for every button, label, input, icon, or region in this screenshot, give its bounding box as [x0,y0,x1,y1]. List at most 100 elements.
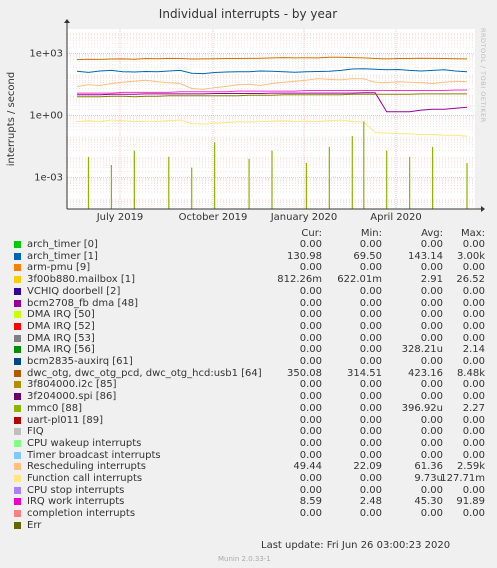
legend-value-min: 0.00 [359,437,382,449]
legend-swatch [14,287,21,295]
series-line [77,89,467,94]
legend-value-avg: 0.00 [420,262,443,274]
legend-swatch [14,428,21,436]
legend-swatch [14,510,21,518]
legend-label: DMA IRQ [53] [27,332,95,344]
legend-swatch [14,299,21,307]
legend-value-avg: 423.16 [408,367,443,379]
legend-swatch [14,252,21,260]
legend-value-min: 622.01m [337,274,382,286]
legend-label: 3f00b880.mailbox [1] [27,274,136,286]
legend-value-cur: 0.00 [299,414,322,426]
legend-swatch [14,276,21,284]
legend-header-avg: Avg: [421,228,443,239]
legend-row: bcm2835-auxirq [61] 0.00 0.00 0.00 0.00 [0,356,497,368]
legend-value-avg: 45.30 [414,496,443,508]
legend-row: DMA IRQ [52] 0.00 0.00 0.00 0.00 [0,321,497,333]
legend-value-max: 3.00k [456,250,485,262]
legend-value-avg: 328.21u [401,344,443,356]
legend-value-max: 0.00 [462,484,485,496]
legend-value-min: 0.00 [359,320,382,332]
legend-value-cur: 0.00 [299,262,322,274]
legend-value-cur: 0.00 [299,391,322,403]
legend-label: bcm2708_fb dma [48] [27,297,139,309]
legend-value-min: 22.09 [353,461,382,473]
munin-version: Munin 2.0.33-1 [218,555,271,563]
legend-value-cur: 812.26m [277,274,322,286]
legend-value-min: 0.00 [359,262,382,274]
legend-label: FIQ [27,426,44,438]
legend-row: DMA IRQ [56] 0.00 0.00 328.21u 2.14 [0,344,497,356]
x-tick-label: January 2020 [270,212,338,223]
legend-swatch [14,264,21,272]
legend-value-max: 0.00 [462,262,485,274]
legend-label: DMA IRQ [50] [27,309,95,321]
y-axis-arrow [64,19,70,23]
series-line [77,92,468,113]
legend-value-cur: 0.00 [299,332,322,344]
legend-value-avg: 0.00 [420,239,443,250]
legend-swatch [14,311,21,319]
legend-value-max: 0.00 [462,356,485,367]
legend-value-min: 0.00 [359,473,382,484]
legend-value-cur: 130.98 [287,250,322,262]
legend-row: arch_timer [0] 0.00 0.00 0.00 0.00 [0,239,497,251]
legend-value-avg: 0.00 [420,297,443,309]
legend-value-avg: 0.00 [420,309,443,321]
series-line [76,68,468,75]
legend-swatch [14,475,21,482]
legend-value-max: 8.48k [456,367,485,379]
legend-value-cur: 8.59 [299,496,322,508]
legend-value-max: 0.00 [462,449,485,461]
legend-label: Err [27,519,42,531]
legend-value-max: 0.00 [462,508,485,520]
legend-swatch [14,381,21,389]
legend-swatch [14,358,21,365]
legend-value-cur: 49.44 [293,461,322,473]
legend-value-avg: 0.00 [420,285,443,297]
legend-row: DMA IRQ [53] 0.00 0.00 0.00 0.00 [0,333,497,345]
rrdtool-credit: RRDTOOL / TOBI OETIKER [479,28,487,123]
legend-value-max: 0.00 [462,320,485,332]
series-line [76,78,468,90]
legend-value-min: 0.00 [359,449,382,461]
legend-value-max: 127.71m [440,473,485,484]
legend-value-max: 26.52 [456,274,485,286]
legend-swatch [14,334,21,342]
legend-row: 3f00b880.mailbox [1] 812.26m 622.01m 2.91 26… [0,274,497,286]
legend-swatch [14,322,21,330]
legend-swatch [14,451,21,459]
legend-value-cur: 0.00 [299,344,322,356]
legend-value-cur: 0.00 [299,437,322,449]
legend-swatch [14,393,21,401]
legend-value-cur: 0.00 [299,356,322,367]
legend-label: arm-pmu [9] [27,262,91,274]
legend-value-max: 0.00 [462,239,485,250]
legend-row: arm-pmu [9] 0.00 0.00 0.00 0.00 [0,262,497,274]
series-line [77,93,467,98]
legend-value-avg: 9.73u [414,473,443,484]
x-tick-label: July 2019 [96,212,144,223]
legend-value-cur: 0.00 [299,449,322,461]
legend-header-min: Min: [360,228,382,239]
legend-value-avg: 0.00 [420,508,443,520]
legend-value-min: 0.00 [359,402,382,414]
legend-value-min: 0.00 [359,484,382,496]
legend-value-cur: 0.00 [299,484,322,496]
legend-swatch [14,498,21,506]
legend-value-max: 0.00 [462,285,485,297]
legend-value-cur: 350.08 [287,367,322,379]
legend-value-min: 0.00 [359,239,382,250]
legend-swatch [14,404,21,412]
chart-title: Individual interrupts - by year [159,7,337,21]
legend-value-cur: 0.00 [299,297,322,309]
y-tick-label: 1e+03 [29,48,63,59]
legend-value-max: 0.00 [462,437,485,449]
legend-row: 3f204000.spi [86] 0.00 0.00 0.00 0.00 [0,391,497,403]
legend-value-min: 2.48 [359,496,382,508]
legend-label: IRQ work interrupts [27,496,125,508]
legend-value-avg: 0.00 [420,449,443,461]
legend-value-min: 0.00 [359,285,382,297]
legend-swatch [14,463,21,471]
legend-value-max: 0.00 [462,297,485,309]
